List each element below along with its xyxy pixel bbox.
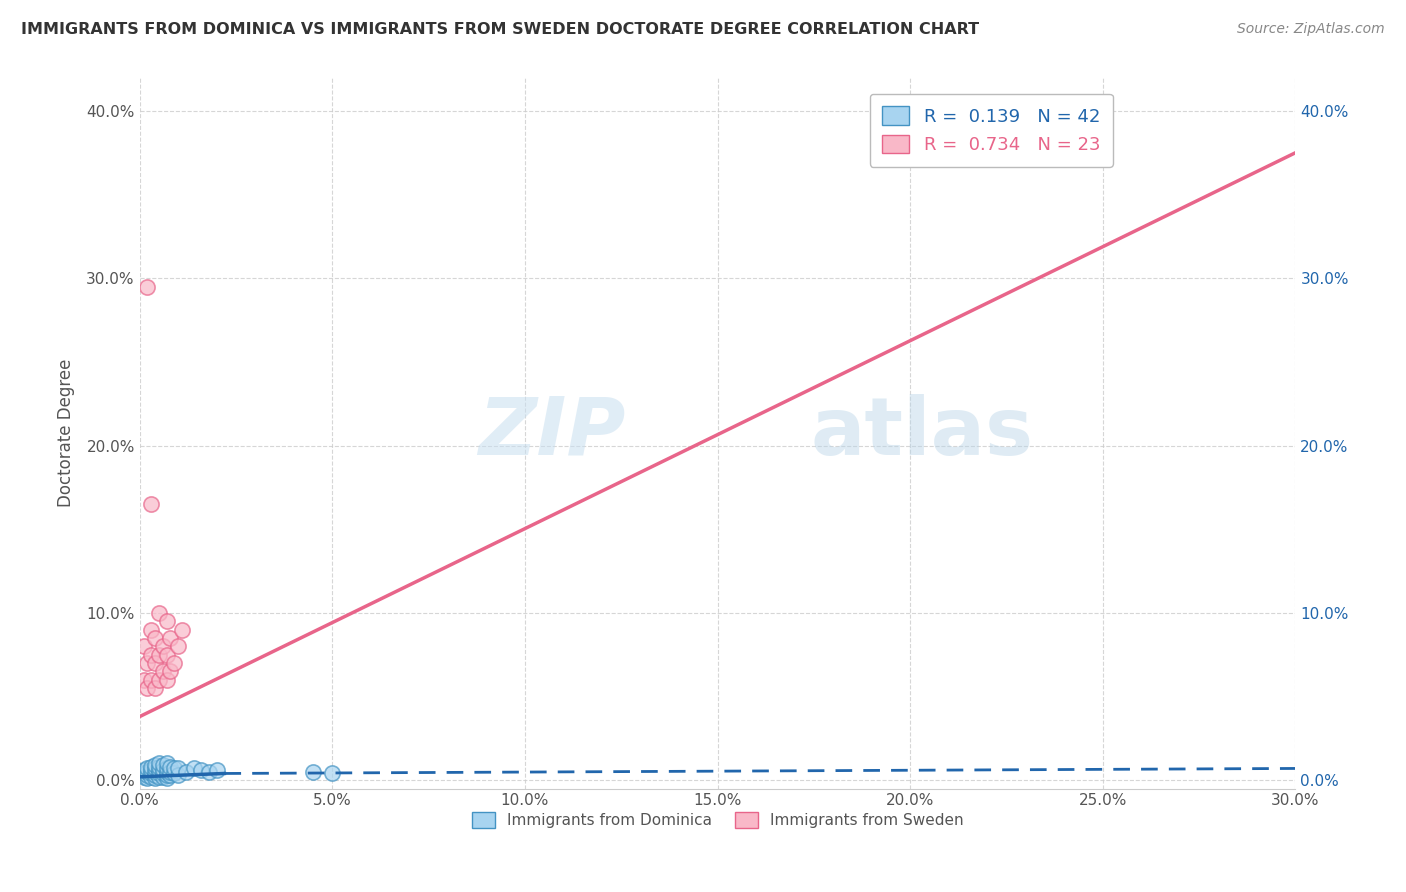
Point bbox=[321, 766, 343, 780]
Point bbox=[152, 763, 174, 777]
Point bbox=[163, 761, 186, 775]
Point bbox=[198, 764, 221, 779]
Text: Source: ZipAtlas.com: Source: ZipAtlas.com bbox=[1237, 22, 1385, 37]
Point bbox=[174, 764, 197, 779]
Point bbox=[132, 763, 155, 777]
Point bbox=[163, 766, 186, 780]
Point bbox=[148, 763, 170, 777]
Legend: Immigrants from Dominica, Immigrants from Sweden: Immigrants from Dominica, Immigrants fro… bbox=[465, 806, 970, 834]
Point bbox=[205, 763, 228, 777]
Point bbox=[143, 758, 166, 772]
Point bbox=[163, 656, 186, 670]
Point bbox=[148, 648, 170, 662]
Point bbox=[143, 764, 166, 779]
Point bbox=[156, 614, 179, 628]
Point bbox=[141, 766, 163, 780]
Text: atlas: atlas bbox=[810, 394, 1033, 472]
Point bbox=[148, 760, 170, 774]
Text: IMMIGRANTS FROM DOMINICA VS IMMIGRANTS FROM SWEDEN DOCTORATE DEGREE CORRELATION : IMMIGRANTS FROM DOMINICA VS IMMIGRANTS F… bbox=[21, 22, 979, 37]
Point bbox=[143, 761, 166, 775]
Point bbox=[143, 631, 166, 645]
Point bbox=[141, 673, 163, 687]
Point bbox=[156, 761, 179, 775]
Point bbox=[141, 623, 163, 637]
Point bbox=[159, 760, 181, 774]
Point bbox=[136, 681, 159, 695]
Point bbox=[167, 640, 190, 654]
Point bbox=[159, 764, 181, 779]
Point bbox=[159, 665, 181, 679]
Point bbox=[136, 656, 159, 670]
Point bbox=[148, 673, 170, 687]
Point bbox=[156, 764, 179, 779]
Point bbox=[148, 606, 170, 620]
Point bbox=[156, 768, 179, 782]
Point bbox=[141, 497, 163, 511]
Point bbox=[143, 656, 166, 670]
Point bbox=[156, 772, 179, 786]
Point bbox=[136, 768, 159, 782]
Point bbox=[143, 772, 166, 786]
Point bbox=[152, 758, 174, 772]
Text: ZIP: ZIP bbox=[478, 394, 626, 472]
Point bbox=[159, 631, 181, 645]
Point bbox=[136, 764, 159, 779]
Point bbox=[141, 770, 163, 784]
Point bbox=[143, 681, 166, 695]
Y-axis label: Doctorate Degree: Doctorate Degree bbox=[58, 359, 75, 508]
Point bbox=[141, 763, 163, 777]
Point bbox=[141, 760, 163, 774]
Point bbox=[132, 770, 155, 784]
Point bbox=[152, 640, 174, 654]
Point bbox=[183, 761, 205, 775]
Point bbox=[167, 768, 190, 782]
Point bbox=[132, 673, 155, 687]
Point bbox=[156, 673, 179, 687]
Point bbox=[167, 761, 190, 775]
Point bbox=[156, 648, 179, 662]
Point bbox=[302, 764, 325, 779]
Point bbox=[141, 648, 163, 662]
Point bbox=[152, 770, 174, 784]
Point bbox=[143, 768, 166, 782]
Point bbox=[159, 768, 181, 782]
Point bbox=[156, 756, 179, 771]
Point bbox=[148, 756, 170, 771]
Point bbox=[152, 665, 174, 679]
Point bbox=[132, 766, 155, 780]
Point bbox=[136, 772, 159, 786]
Point bbox=[148, 770, 170, 784]
Point bbox=[136, 761, 159, 775]
Point bbox=[152, 766, 174, 780]
Point bbox=[136, 279, 159, 293]
Point bbox=[148, 766, 170, 780]
Point bbox=[132, 640, 155, 654]
Point bbox=[190, 763, 212, 777]
Point bbox=[170, 623, 193, 637]
